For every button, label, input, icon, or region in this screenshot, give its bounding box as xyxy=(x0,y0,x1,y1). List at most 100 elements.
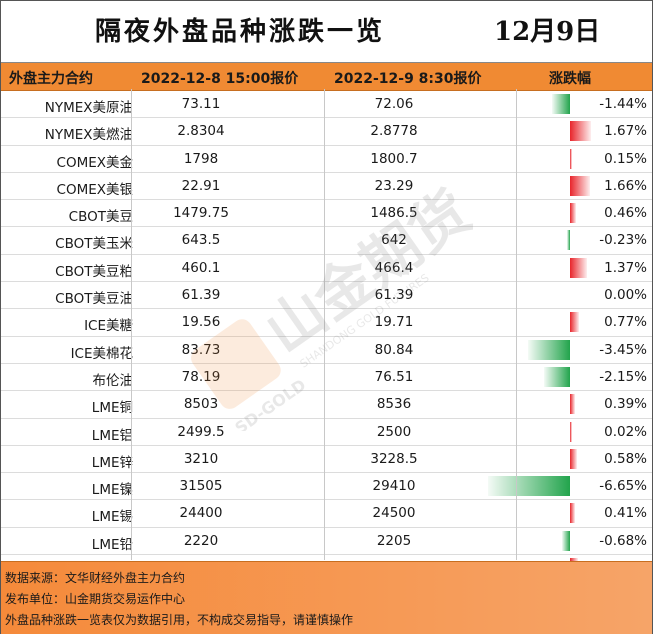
table-header: 外盘主力合约 2022-12-8 15:00报价 2022-12-9 8:30报… xyxy=(1,63,652,91)
table-row: NYMEX美燃油 2.8304 2.8778 1.67% xyxy=(1,118,652,146)
prev-price: 2499.5 xyxy=(177,423,225,440)
change-bar xyxy=(552,94,570,114)
contract-name: NYMEX美燃油 xyxy=(44,127,133,144)
table-body: NYMEX美原油 73.11 72.06 -1.44% NYMEX美燃油 2.8304 2.… xyxy=(1,91,652,583)
prev-price: 61.39 xyxy=(181,287,221,304)
current-price: 3228.5 xyxy=(370,450,418,467)
prev-price: 643.5 xyxy=(181,232,221,249)
change-bar xyxy=(570,394,575,415)
contract-name: CBOT美豆粕 xyxy=(55,263,133,280)
prev-price: 1798 xyxy=(183,150,219,167)
change-percent: -1.44% xyxy=(599,96,647,112)
header-pct: 涨跌幅 xyxy=(549,71,591,87)
current-price: 1486.5 xyxy=(370,205,418,222)
footer: 数据来源：文华财经外盘主力合约 发布单位：山金期货交易运作中心 外盘品种涨跌一览… xyxy=(1,561,652,634)
prev-price: 22.91 xyxy=(181,177,221,194)
current-price: 2500 xyxy=(376,423,412,440)
table-row: ICE美棉花 83.73 80.84 -3.45% xyxy=(1,337,652,364)
change-percent: 1.67% xyxy=(604,123,647,140)
table-row: 布伦油 78.19 76.51 -2.15% xyxy=(1,364,652,392)
table-row: LME铅 2220 2205 -0.68% xyxy=(1,528,652,556)
prev-price: 3210 xyxy=(183,450,219,467)
change-bar xyxy=(527,339,570,360)
change-bar xyxy=(570,448,578,469)
change-percent: 1.37% xyxy=(604,259,647,276)
change-percent: -0.68% xyxy=(599,532,647,549)
contract-name: LME铝 xyxy=(91,427,133,444)
contract-name: COMEX美金 xyxy=(56,154,133,171)
report-date: 12月9日 xyxy=(494,17,601,47)
prev-price: 73.11 xyxy=(181,96,221,112)
change-bar xyxy=(570,175,591,196)
current-price: 23.29 xyxy=(374,177,414,194)
prev-price: 2220 xyxy=(183,532,219,549)
column-divider xyxy=(324,89,325,560)
contract-name: LME锌 xyxy=(91,454,133,471)
contract-name: LME镍 xyxy=(91,482,133,499)
header-cur: 2022-12-9 8:30报价 xyxy=(334,71,482,87)
current-price: 24500 xyxy=(372,505,416,522)
column-divider xyxy=(516,89,517,560)
change-bar xyxy=(570,503,576,524)
prev-price: 8503 xyxy=(183,396,219,413)
table-row: CBOT美豆油 61.39 61.39 0.00% xyxy=(1,282,652,310)
change-bar xyxy=(570,203,576,224)
change-percent: -6.65% xyxy=(599,478,647,495)
change-percent: 0.46% xyxy=(604,205,647,222)
header-name: 外盘主力合约 xyxy=(9,71,93,87)
change-percent: 0.77% xyxy=(604,314,647,331)
contract-name: COMEX美银 xyxy=(56,181,133,198)
current-price: 29410 xyxy=(372,478,416,495)
current-price: 1800.7 xyxy=(370,150,418,167)
change-bar xyxy=(570,421,572,442)
prev-price: 2.8304 xyxy=(177,123,225,140)
prev-price: 31505 xyxy=(179,478,223,495)
contract-name: CBOT美豆油 xyxy=(55,291,133,308)
change-percent: 0.15% xyxy=(604,150,647,167)
footer-source: 数据来源：文华财经外盘主力合约 xyxy=(5,571,186,585)
change-bar xyxy=(570,148,572,169)
contract-name: 布伦油 xyxy=(92,372,134,389)
change-percent: -0.23% xyxy=(599,232,647,249)
table-row: LME铜 8503 8536 0.39% xyxy=(1,391,652,419)
table-row: CBOT美玉米 643.5 642 -0.23% xyxy=(1,227,652,255)
prev-price: 83.73 xyxy=(181,341,221,358)
current-price: 80.84 xyxy=(374,341,414,358)
change-percent: 0.39% xyxy=(604,396,647,413)
table-row: LME镍 31505 29410 -6.65% xyxy=(1,473,652,501)
current-price: 76.51 xyxy=(374,368,414,385)
current-price: 72.06 xyxy=(374,96,414,112)
current-price: 2.8778 xyxy=(370,123,418,140)
header-prev: 2022-12-8 15:00报价 xyxy=(141,71,299,87)
change-bar xyxy=(570,257,587,278)
contract-name: LME锡 xyxy=(91,509,133,526)
current-price: 61.39 xyxy=(374,287,414,304)
table-row: COMEX美金 1798 1800.7 0.15% xyxy=(1,146,652,173)
title-bar: 隔夜外盘品种涨跌一览 12月9日 xyxy=(1,1,652,63)
current-price: 8536 xyxy=(376,396,412,413)
current-price: 19.71 xyxy=(374,314,414,331)
change-bar xyxy=(570,312,580,333)
prev-price: 24400 xyxy=(179,505,223,522)
footer-disclaimer: 外盘品种涨跌一览表仅为数据引用，不构成交易指导，请谨慎操作 xyxy=(5,613,354,627)
table-row: CBOT美豆 1479.75 1486.5 0.46% xyxy=(1,200,652,228)
contract-name: NYMEX美原油 xyxy=(44,100,133,116)
contract-name: LME铜 xyxy=(91,400,133,417)
table-row: ICE美糖 19.56 19.71 0.77% xyxy=(1,309,652,337)
change-bar xyxy=(488,476,570,497)
change-percent: 0.00% xyxy=(604,287,647,304)
contract-name: ICE美棉花 xyxy=(70,345,133,362)
prev-price: 460.1 xyxy=(181,259,221,276)
table-row: LME铝 2499.5 2500 0.02% xyxy=(1,419,652,446)
column-divider xyxy=(131,89,132,560)
change-bar xyxy=(561,530,570,551)
change-percent: -2.15% xyxy=(599,368,647,385)
contract-name: ICE美糖 xyxy=(84,318,133,335)
current-price: 466.4 xyxy=(374,259,414,276)
table-row: LME锌 3210 3228.5 0.58% xyxy=(1,446,652,474)
footer-publisher: 发布单位：山金期货交易运作中心 xyxy=(5,592,186,606)
current-price: 2205 xyxy=(376,532,412,549)
contract-name: CBOT美玉米 xyxy=(55,236,133,253)
prev-price: 78.19 xyxy=(181,368,221,385)
